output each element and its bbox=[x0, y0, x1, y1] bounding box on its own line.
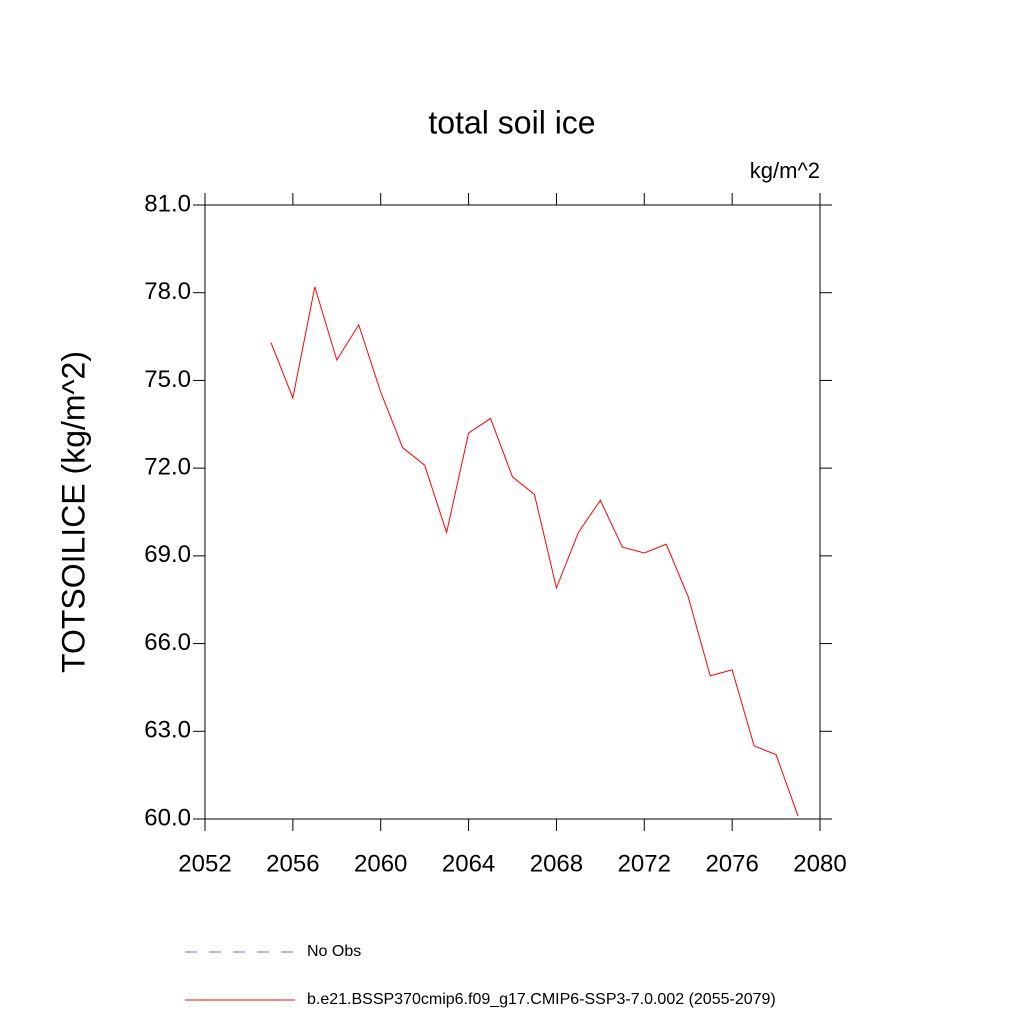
x-tick-label: 2068 bbox=[530, 850, 583, 877]
x-tick-label: 2064 bbox=[442, 850, 495, 877]
y-axis-label: TOTSOILICE (kg/m^2) bbox=[55, 351, 91, 673]
y-tick-label: 66.0 bbox=[144, 629, 191, 656]
y-tick-label: 78.0 bbox=[144, 278, 191, 305]
y-tick-label: 63.0 bbox=[144, 717, 191, 744]
x-tick-label: 2052 bbox=[178, 850, 231, 877]
chart-title: total soil ice bbox=[428, 104, 595, 140]
legend-label: No Obs bbox=[307, 943, 361, 960]
series-line bbox=[270, 286, 799, 817]
x-tick-label: 2080 bbox=[793, 850, 846, 877]
x-tick-label: 2060 bbox=[354, 850, 407, 877]
units-label: kg/m^2 bbox=[750, 158, 820, 183]
x-tick-label: 2056 bbox=[266, 850, 319, 877]
y-tick-label: 81.0 bbox=[144, 190, 191, 217]
y-tick-label: 75.0 bbox=[144, 366, 191, 393]
x-tick-label: 2072 bbox=[618, 850, 671, 877]
legend-label: b.e21.BSSP370cmip6.f09_g17.CMIP6-SSP3-7.… bbox=[307, 991, 776, 1008]
y-tick-label: 72.0 bbox=[144, 453, 191, 480]
y-tick-label: 69.0 bbox=[144, 541, 191, 568]
x-tick-label: 2076 bbox=[705, 850, 758, 877]
y-tick-label: 60.0 bbox=[144, 804, 191, 831]
plot-frame bbox=[204, 204, 821, 820]
